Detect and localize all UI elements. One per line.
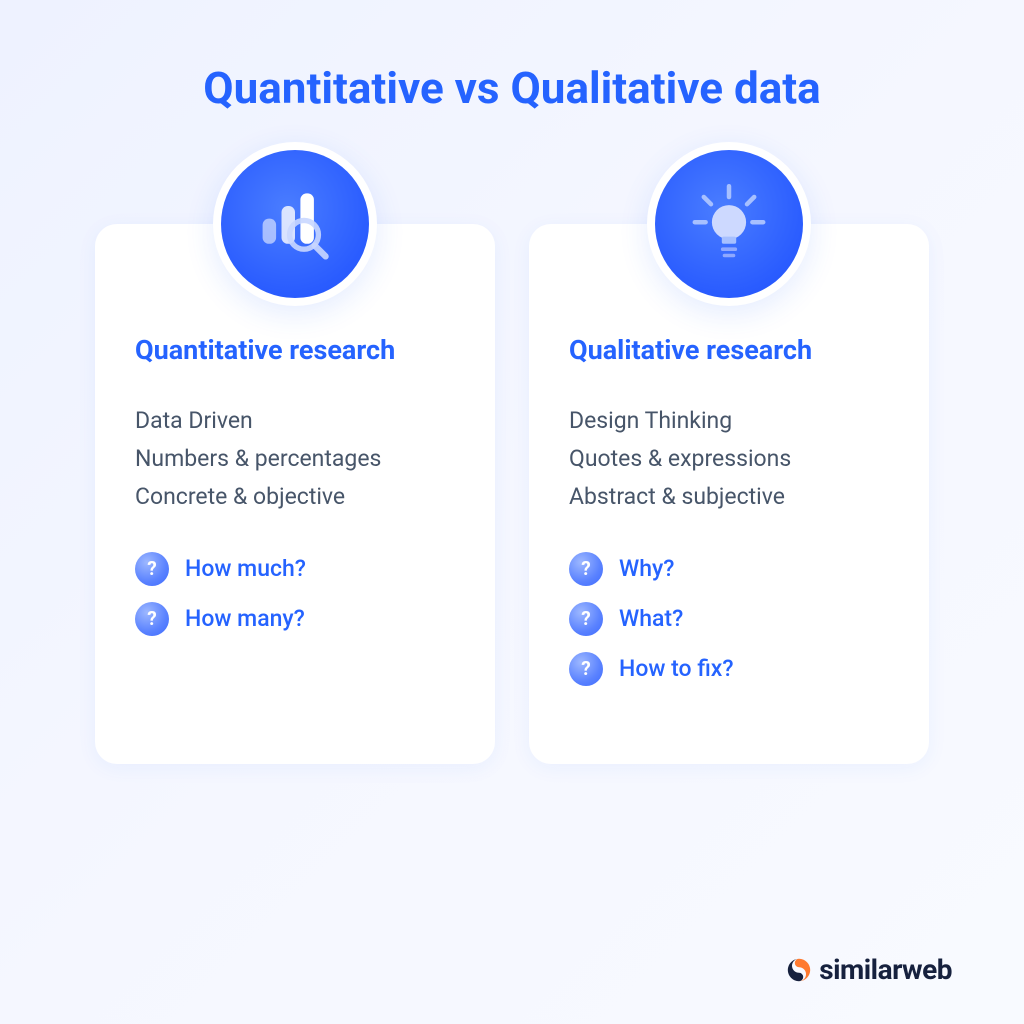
bar-chart-magnify-icon xyxy=(221,150,369,298)
question-text: Why? xyxy=(619,555,674,582)
brand-name: similarweb xyxy=(819,953,952,986)
card-title-right: Qualitative research xyxy=(569,334,889,366)
question-item: ? How many? xyxy=(135,602,455,636)
question-mark-icon: ? xyxy=(135,552,169,586)
lightbulb-icon xyxy=(655,150,803,298)
question-text: What? xyxy=(619,605,683,632)
question-list-left: ? How much? ? How many? xyxy=(135,552,455,636)
attr-item: Data Driven xyxy=(135,402,455,440)
card-quantitative: Quantitative research Data Driven Number… xyxy=(95,224,495,764)
question-text: How much? xyxy=(185,555,306,582)
question-item: ? How much? xyxy=(135,552,455,586)
similarweb-logo-icon xyxy=(785,956,813,984)
question-text: How to fix? xyxy=(619,655,734,682)
attr-item: Design Thinking xyxy=(569,402,889,440)
attr-item: Quotes & expressions xyxy=(569,440,889,478)
icon-circle-left xyxy=(213,142,377,306)
attr-item: Abstract & subjective xyxy=(569,478,889,516)
icon-circle-right xyxy=(647,142,811,306)
attr-item: Numbers & percentages xyxy=(135,440,455,478)
brand-footer: similarweb xyxy=(785,953,952,986)
attr-list-left: Data Driven Numbers & percentages Concre… xyxy=(135,402,455,516)
card-title-left: Quantitative research xyxy=(135,334,455,366)
question-text: How many? xyxy=(185,605,305,632)
question-list-right: ? Why? ? What? ? How to fix? xyxy=(569,552,889,686)
cards-row: Quantitative research Data Driven Number… xyxy=(0,224,1024,764)
attr-item: Concrete & objective xyxy=(135,478,455,516)
question-mark-icon: ? xyxy=(569,652,603,686)
question-item: ? How to fix? xyxy=(569,652,889,686)
page-title: Quantitative vs Qualitative data xyxy=(0,0,1024,114)
card-qualitative: Qualitative research Design Thinking Quo… xyxy=(529,224,929,764)
question-mark-icon: ? xyxy=(135,602,169,636)
attr-list-right: Design Thinking Quotes & expressions Abs… xyxy=(569,402,889,516)
question-mark-icon: ? xyxy=(569,602,603,636)
question-item: ? Why? xyxy=(569,552,889,586)
question-mark-icon: ? xyxy=(569,552,603,586)
question-item: ? What? xyxy=(569,602,889,636)
